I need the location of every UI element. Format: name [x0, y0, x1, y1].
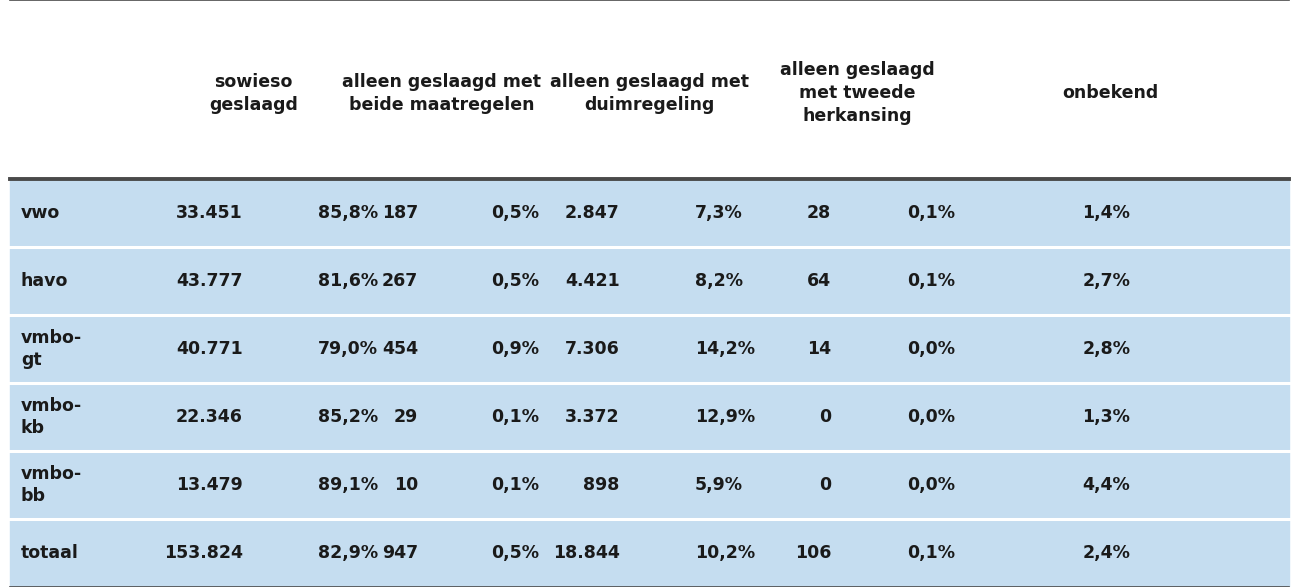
Text: 2.847: 2.847 [565, 204, 620, 222]
Text: 28: 28 [807, 204, 831, 222]
Text: totaal: totaal [21, 544, 79, 562]
Text: alleen geslaagd met
duimregeling: alleen geslaagd met duimregeling [549, 73, 750, 113]
Text: 3.372: 3.372 [565, 408, 620, 426]
Text: vmbo-
gt: vmbo- gt [21, 329, 82, 369]
Text: 29: 29 [394, 408, 418, 426]
Text: 0,5%: 0,5% [491, 204, 539, 222]
Text: 8,2%: 8,2% [695, 272, 743, 290]
Text: 0,5%: 0,5% [491, 544, 539, 562]
Text: 89,1%: 89,1% [318, 476, 378, 494]
Bar [10, 247, 1289, 315]
Bar [10, 0, 1289, 179]
Text: 0,0%: 0,0% [907, 408, 955, 426]
Text: vmbo-
kb: vmbo- kb [21, 397, 82, 437]
Text: alleen geslaagd
met tweede
herkansing: alleen geslaagd met tweede herkansing [779, 61, 935, 125]
Text: alleen geslaagd met
beide maatregelen: alleen geslaagd met beide maatregelen [342, 73, 542, 113]
Text: 12,9%: 12,9% [695, 408, 755, 426]
Text: 82,9%: 82,9% [318, 544, 378, 562]
Text: 267: 267 [382, 272, 418, 290]
Text: 1,4%: 1,4% [1082, 204, 1130, 222]
Text: sowieso
geslaagd: sowieso geslaagd [209, 73, 297, 113]
Text: 14: 14 [807, 340, 831, 358]
Text: 40.771: 40.771 [177, 340, 243, 358]
Text: 79,0%: 79,0% [318, 340, 378, 358]
Text: havo: havo [21, 272, 68, 290]
Text: 2,8%: 2,8% [1082, 340, 1130, 358]
Text: 454: 454 [382, 340, 418, 358]
Text: 0,1%: 0,1% [491, 476, 539, 494]
Text: 4.421: 4.421 [565, 272, 620, 290]
Text: 85,2%: 85,2% [318, 408, 378, 426]
Text: 18.844: 18.844 [553, 544, 620, 562]
Text: 4,4%: 4,4% [1082, 476, 1130, 494]
Text: 10,2%: 10,2% [695, 544, 755, 562]
Text: vwo: vwo [21, 204, 60, 222]
Text: 2,7%: 2,7% [1082, 272, 1130, 290]
Text: 33.451: 33.451 [177, 204, 243, 222]
Text: 153.824: 153.824 [164, 544, 243, 562]
Bar [10, 519, 1289, 587]
Text: 22.346: 22.346 [177, 408, 243, 426]
Text: 0,1%: 0,1% [907, 204, 955, 222]
Bar [10, 315, 1289, 383]
Text: 81,6%: 81,6% [318, 272, 378, 290]
Text: 0,9%: 0,9% [491, 340, 539, 358]
Text: 1,3%: 1,3% [1082, 408, 1130, 426]
Text: 0,0%: 0,0% [907, 340, 955, 358]
Text: 0,1%: 0,1% [907, 272, 955, 290]
Text: 0: 0 [820, 476, 831, 494]
Text: 14,2%: 14,2% [695, 340, 755, 358]
Text: 64: 64 [807, 272, 831, 290]
Text: 10: 10 [394, 476, 418, 494]
Bar [10, 451, 1289, 519]
Text: 187: 187 [382, 204, 418, 222]
Text: 0: 0 [820, 408, 831, 426]
Text: 2,4%: 2,4% [1082, 544, 1130, 562]
Text: onbekend: onbekend [1063, 84, 1159, 102]
Text: vmbo-
bb: vmbo- bb [21, 465, 82, 505]
Text: 7.306: 7.306 [565, 340, 620, 358]
Text: 0,1%: 0,1% [491, 408, 539, 426]
Text: 13.479: 13.479 [177, 476, 243, 494]
Bar [10, 179, 1289, 247]
Text: 85,8%: 85,8% [318, 204, 378, 222]
Text: 0,0%: 0,0% [907, 476, 955, 494]
Text: 947: 947 [382, 544, 418, 562]
Text: 0,1%: 0,1% [907, 544, 955, 562]
Bar [10, 383, 1289, 451]
Text: 7,3%: 7,3% [695, 204, 743, 222]
Text: 5,9%: 5,9% [695, 476, 743, 494]
Text: 0,5%: 0,5% [491, 272, 539, 290]
Text: 898: 898 [583, 476, 620, 494]
Text: 43.777: 43.777 [177, 272, 243, 290]
Text: 106: 106 [795, 544, 831, 562]
